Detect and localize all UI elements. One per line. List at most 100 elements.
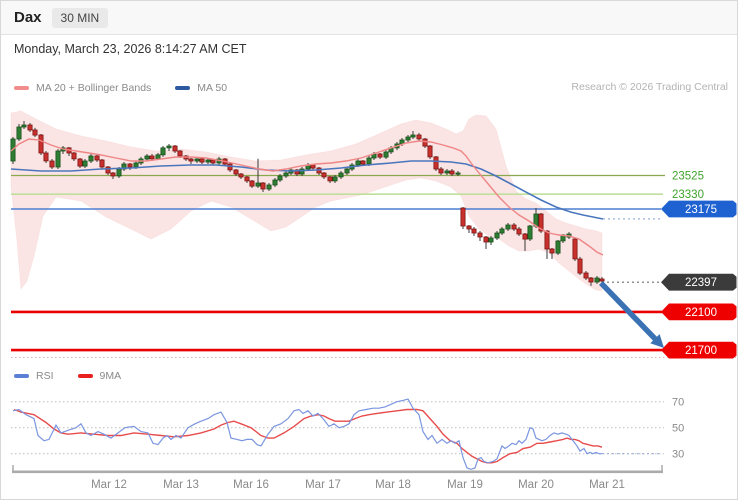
candle-up [410, 134, 416, 138]
price-tag-label-21700: 21700 [685, 345, 717, 357]
candle-down [522, 233, 528, 240]
instrument-name: Dax [14, 9, 42, 26]
candle-down [110, 172, 116, 177]
candle-down [583, 272, 589, 279]
x-axis-label-mar-12: Mar 12 [91, 479, 127, 491]
candle-up [405, 136, 411, 141]
candle-up [255, 182, 261, 187]
candle-down [199, 158, 205, 163]
rsi-grid-label-30: 30 [672, 449, 684, 461]
candle-up [527, 225, 533, 240]
price-tag-label-23175: 23175 [685, 204, 717, 216]
candle-up [272, 179, 278, 186]
candle-up [455, 172, 461, 175]
candle-up [488, 237, 494, 243]
candle-down [321, 172, 327, 178]
candle-up [444, 170, 450, 174]
rsi-grid-label-50: 50 [672, 423, 684, 435]
candle-down [105, 166, 111, 174]
candle-up [166, 145, 172, 149]
candle-down [310, 164, 316, 169]
ma20-legend-label: MA 20 + Bollinger Bands [36, 82, 152, 94]
candle-down [460, 207, 466, 227]
candle-down [477, 232, 483, 238]
candle-down [188, 158, 194, 162]
timeframe-badge[interactable]: 30 MIN [51, 7, 109, 28]
candle-down [127, 163, 133, 168]
candle-down [572, 238, 578, 260]
9ma-legend-swatch [77, 374, 93, 378]
candle-up [355, 160, 361, 166]
price-tag-label-22397: 22397 [685, 277, 717, 289]
main-legend: MA 20 + Bollinger Bands MA 50 [14, 82, 227, 94]
price-tag-23175 [661, 200, 737, 218]
candle-down [471, 228, 477, 234]
candle-down [416, 134, 422, 140]
candle-up [505, 224, 511, 230]
candle-up [555, 240, 561, 254]
candle-down [27, 124, 33, 131]
candle-down [249, 180, 255, 187]
ma50-legend-swatch [175, 86, 191, 90]
x-axis-label-mar-17: Mar 17 [305, 479, 341, 491]
candle-down [438, 168, 444, 174]
candle-down [449, 170, 455, 175]
candle-down [94, 155, 100, 161]
x-axis-label-mar-16: Mar 16 [233, 479, 269, 491]
candle-down [260, 182, 266, 190]
candle-down [43, 152, 49, 162]
candle-up [338, 172, 344, 178]
candle-down [210, 159, 216, 164]
chart-datetime: Monday, March 23, 2026 8:14:27 AM CET [14, 42, 247, 56]
copyright-text: Research © 2026 Trading Central [571, 81, 728, 93]
header: Dax 30 MIN [1, 1, 737, 35]
9ma-legend-label: 9MA [99, 370, 122, 382]
candle-up [499, 228, 505, 234]
candle-up [144, 155, 150, 160]
candle-down [38, 134, 44, 154]
candle-up [16, 126, 22, 140]
candle-down [49, 160, 55, 168]
down-arrow-head [650, 334, 664, 348]
rsi-grid-label-70: 70 [672, 397, 684, 409]
candle-down [377, 153, 383, 158]
candle-down [516, 228, 522, 235]
candle-up [205, 159, 211, 163]
ma50-legend-label: MA 50 [197, 82, 228, 94]
candle-down [599, 278, 605, 282]
candle-up [494, 232, 500, 239]
candle-up [299, 168, 305, 175]
candle-down [483, 236, 489, 243]
ma20-line [10, 138, 604, 256]
candle-down [172, 145, 178, 152]
candle-down [433, 156, 439, 170]
candle-down [588, 277, 594, 283]
candle-up [266, 184, 272, 190]
candle-down [244, 176, 250, 182]
candle-down [538, 213, 544, 232]
candle-up [283, 172, 289, 177]
candle-down [233, 169, 239, 175]
candle-down [544, 230, 550, 250]
bollinger-band [10, 110, 603, 292]
rsi-legend-label: RSI [36, 370, 54, 382]
candle-down [360, 160, 366, 165]
candle-down [427, 145, 433, 158]
x-axis-label-mar-21: Mar 21 [589, 479, 625, 491]
price-tag-label-22100: 22100 [685, 307, 717, 319]
candle-down [549, 248, 555, 254]
down-arrow-shaft [599, 281, 659, 343]
candle-up [160, 147, 166, 156]
candle-up [82, 160, 88, 167]
candle-down [71, 152, 77, 160]
candle-down [32, 129, 38, 136]
candle-down [99, 159, 105, 168]
x-axis-bar [12, 470, 663, 474]
candle-down [327, 176, 333, 182]
x-axis-label-mar-13: Mar 13 [163, 479, 199, 491]
candle-up [594, 277, 600, 283]
candle-down [149, 155, 155, 160]
candle-up [366, 157, 372, 165]
